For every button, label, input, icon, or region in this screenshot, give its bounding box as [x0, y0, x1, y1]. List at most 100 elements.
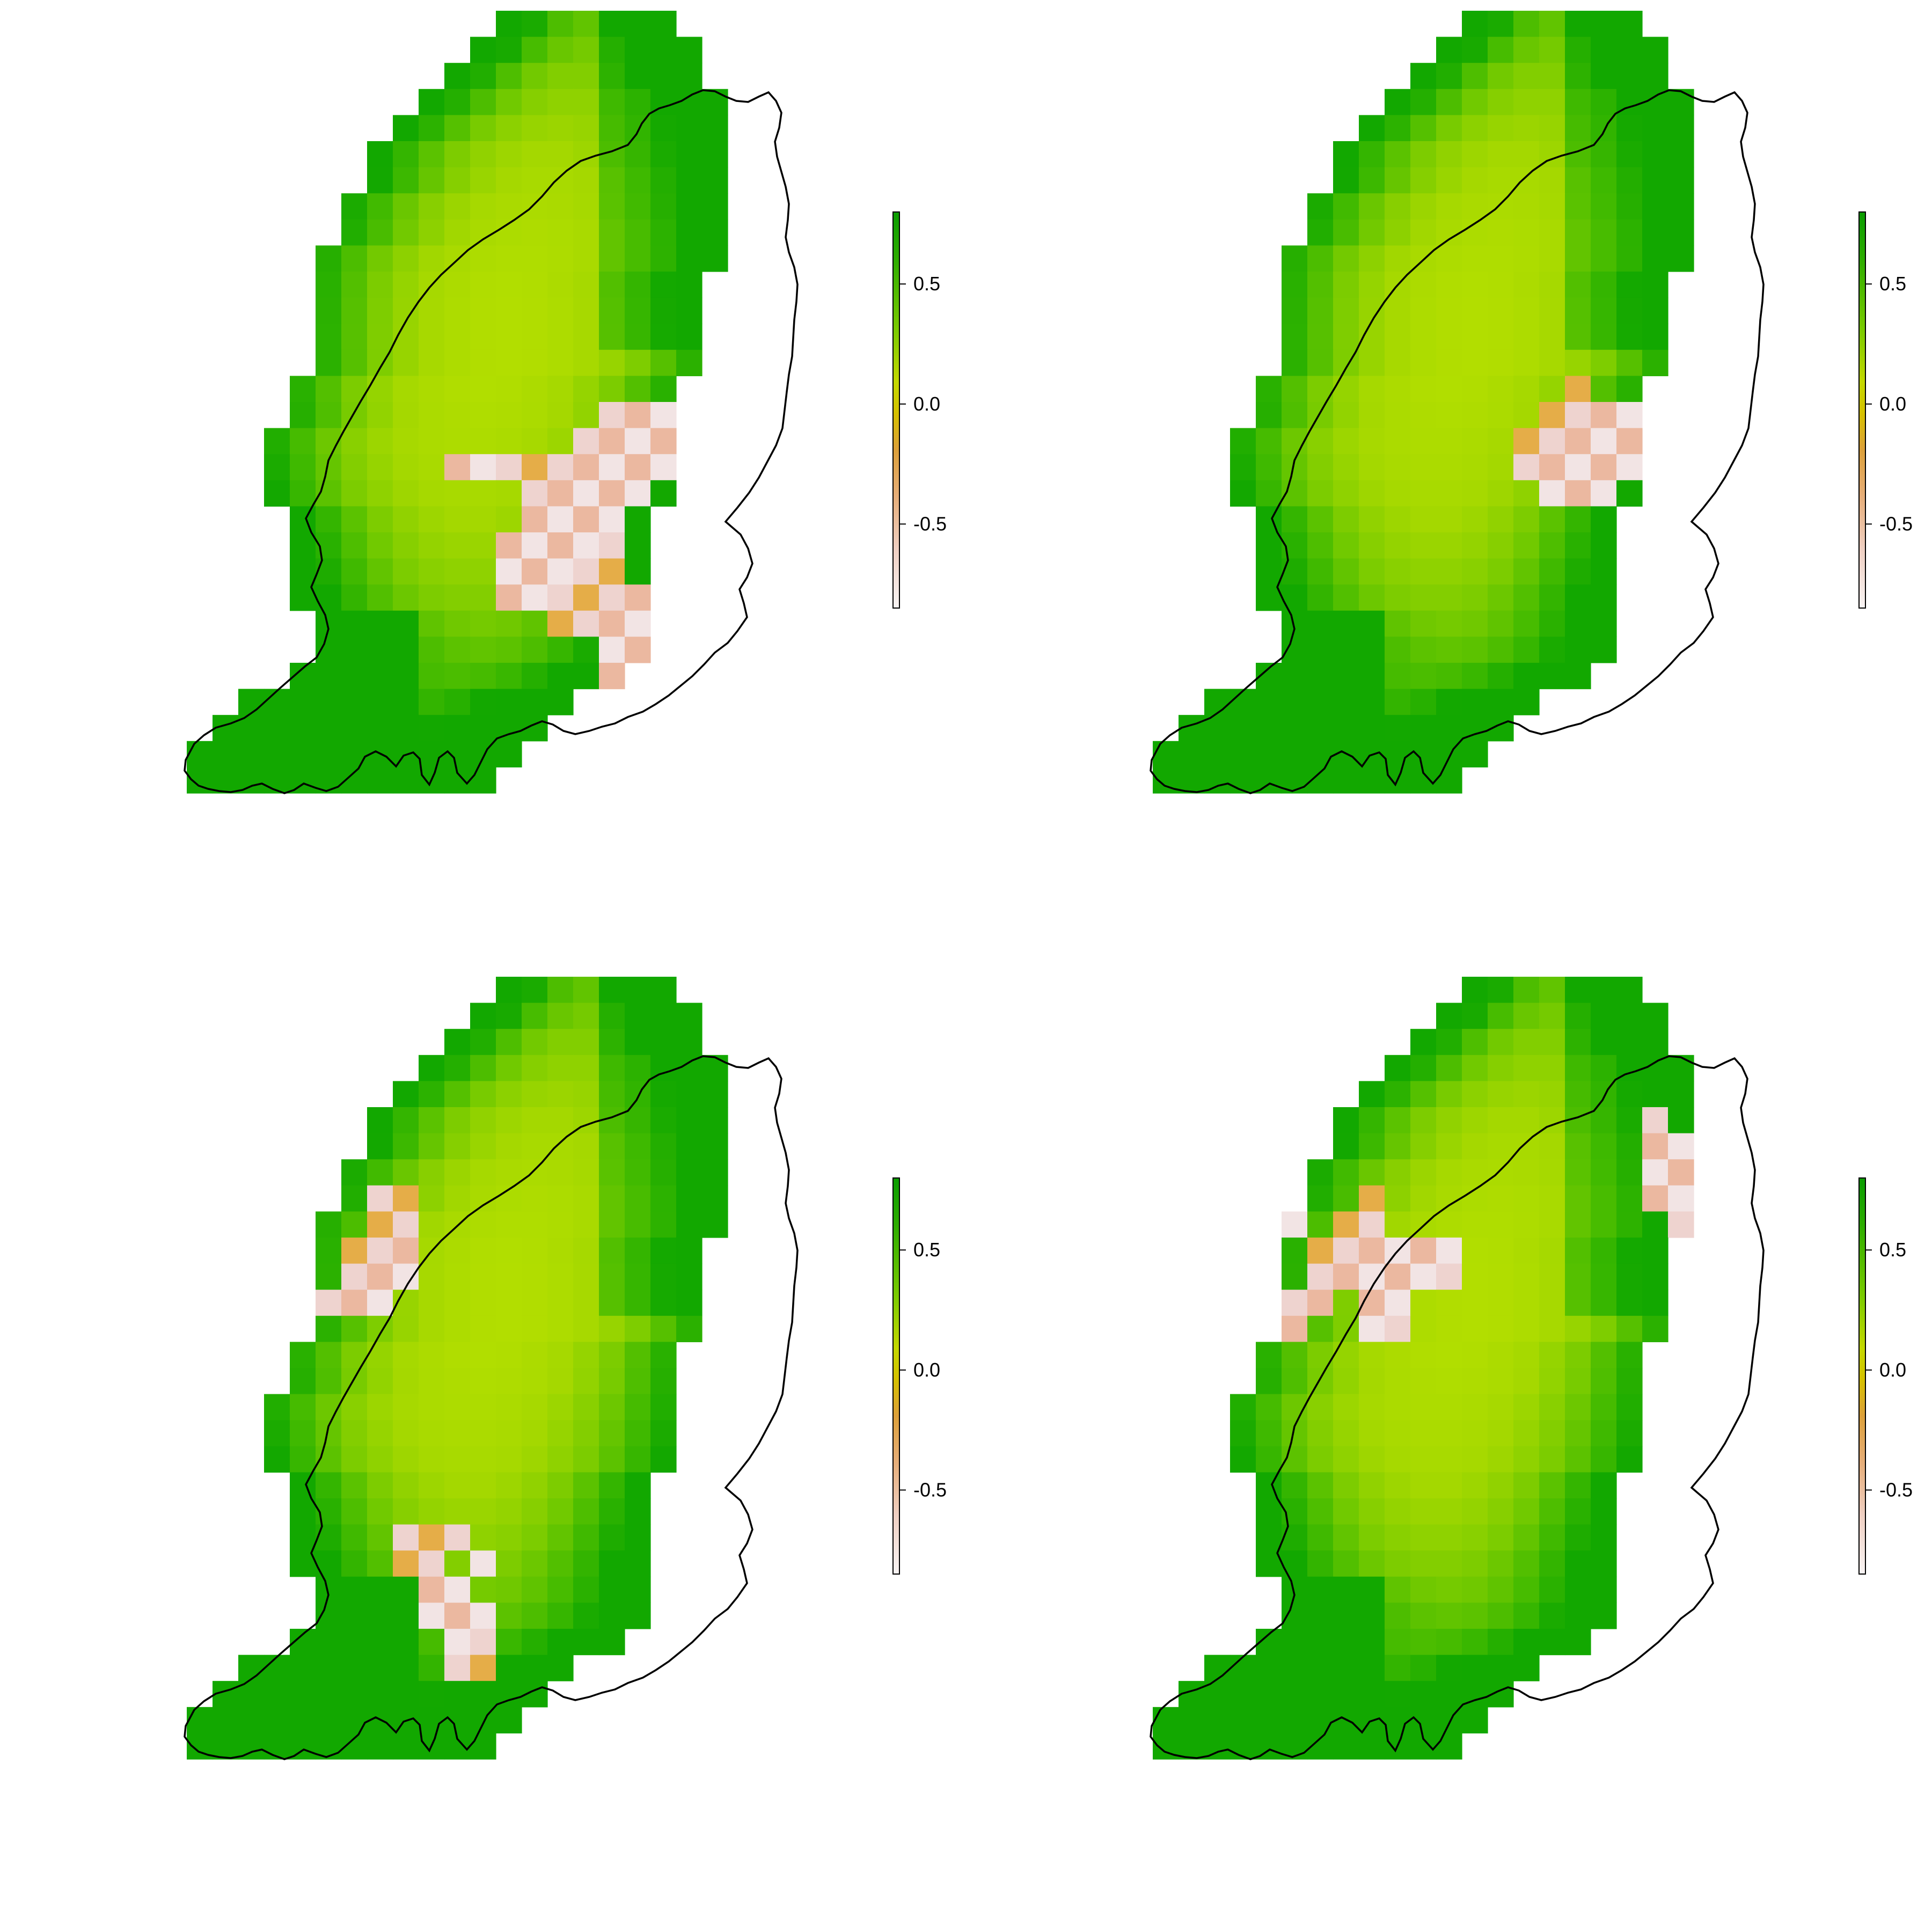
raster-cell [316, 1211, 342, 1238]
raster-cell [625, 167, 651, 194]
raster-cell [1282, 1263, 1308, 1290]
raster-cell [238, 689, 265, 715]
raster-cell [496, 1524, 522, 1551]
raster-cell [419, 167, 445, 194]
raster-cell [676, 1211, 702, 1238]
raster-cell [393, 1681, 419, 1708]
raster-cell [1462, 689, 1488, 715]
raster-cell [1513, 11, 1540, 38]
raster-cell [470, 1420, 496, 1447]
raster-cell [522, 1002, 548, 1029]
raster-cell [1616, 141, 1643, 168]
raster-cell [1410, 663, 1437, 690]
raster-cell [1488, 63, 1514, 90]
raster-cell [367, 1629, 393, 1656]
raster-cell [264, 689, 290, 715]
raster-cell [290, 1420, 316, 1447]
raster-cell [1513, 532, 1540, 559]
raster-cell [496, 1002, 522, 1029]
raster-cell [1359, 1524, 1385, 1551]
raster-cell [1488, 11, 1514, 38]
raster-cell [393, 1420, 419, 1447]
anomaly-cell [1436, 1238, 1462, 1264]
raster-cell [316, 402, 342, 429]
raster-cell [547, 1290, 574, 1316]
raster-cell [444, 1185, 471, 1212]
raster-cell [1436, 454, 1462, 481]
raster-cell [547, 1576, 574, 1603]
raster-cell [1565, 1524, 1591, 1551]
raster-cell [1513, 219, 1540, 246]
raster-cell [650, 167, 677, 194]
raster-cell [316, 1524, 342, 1551]
raster-cell [1642, 1290, 1668, 1316]
raster-cell [573, 1524, 599, 1551]
raster-cell [676, 1185, 702, 1212]
raster-cell [1359, 1629, 1385, 1656]
raster-cell [1282, 1238, 1308, 1264]
raster-cell [573, 115, 599, 142]
raster-cell [470, 89, 496, 115]
raster-cell [1436, 1368, 1462, 1395]
raster-cell [599, 1315, 625, 1342]
raster-cell [419, 1707, 445, 1733]
raster-cell [522, 1081, 548, 1108]
raster-cell [1488, 219, 1514, 246]
raster-cell [1488, 1446, 1514, 1473]
raster-cell [1410, 1290, 1437, 1316]
raster-cell [393, 1576, 419, 1603]
raster-cell [1539, 219, 1565, 246]
raster-cell [1230, 1733, 1256, 1760]
raster-cell [1307, 1498, 1334, 1525]
raster-cell [1256, 1707, 1282, 1733]
raster-cell [1333, 1733, 1359, 1760]
raster-cell [650, 141, 677, 168]
raster-cell [1359, 193, 1385, 220]
raster-cell [599, 63, 625, 90]
raster-cell [599, 1002, 625, 1029]
anomaly-cell [625, 584, 651, 611]
anomaly-cell [1359, 1315, 1385, 1342]
raster-cell [676, 1238, 702, 1264]
raster-cell [419, 1211, 445, 1238]
raster-cell [1462, 977, 1488, 1004]
raster-cell [522, 324, 548, 350]
raster-cell [1513, 663, 1540, 690]
raster-cell [1410, 1394, 1437, 1421]
raster-cell [1282, 1576, 1308, 1603]
raster-cell [1591, 1002, 1617, 1029]
raster-cell [470, 1081, 496, 1108]
raster-cell [1565, 219, 1591, 246]
raster-cell [496, 689, 522, 715]
raster-cell [496, 89, 522, 115]
raster-cell [341, 741, 368, 767]
raster-cell [316, 1238, 342, 1264]
raster-cell [1359, 1368, 1385, 1395]
raster-cell [599, 219, 625, 246]
anomaly-cell [1513, 454, 1540, 481]
raster-cell [1359, 115, 1385, 142]
raster-cell [444, 272, 471, 298]
anomaly-cell [1642, 1133, 1668, 1160]
raster-cell [522, 141, 548, 168]
raster-cell [625, 141, 651, 168]
raster-cell [1256, 480, 1282, 507]
raster-cell [367, 715, 393, 742]
raster-cell [470, 115, 496, 142]
anomaly-cell [599, 610, 625, 637]
raster-cell [444, 715, 471, 742]
raster-cell [1462, 167, 1488, 194]
coastline [184, 89, 799, 794]
raster-cell [367, 610, 393, 637]
raster-cell [1256, 1655, 1282, 1681]
anomaly-cell [1359, 1211, 1385, 1238]
raster-cell [1616, 1394, 1643, 1421]
raster-cell [573, 36, 599, 63]
raster-cell [1462, 324, 1488, 350]
raster-cell [444, 1107, 471, 1134]
colorbar-tick-label: 0.0 [913, 393, 940, 415]
raster-cell [470, 1394, 496, 1421]
raster-cell [444, 193, 471, 220]
raster-cell [444, 1681, 471, 1708]
raster-cell [1539, 245, 1565, 272]
